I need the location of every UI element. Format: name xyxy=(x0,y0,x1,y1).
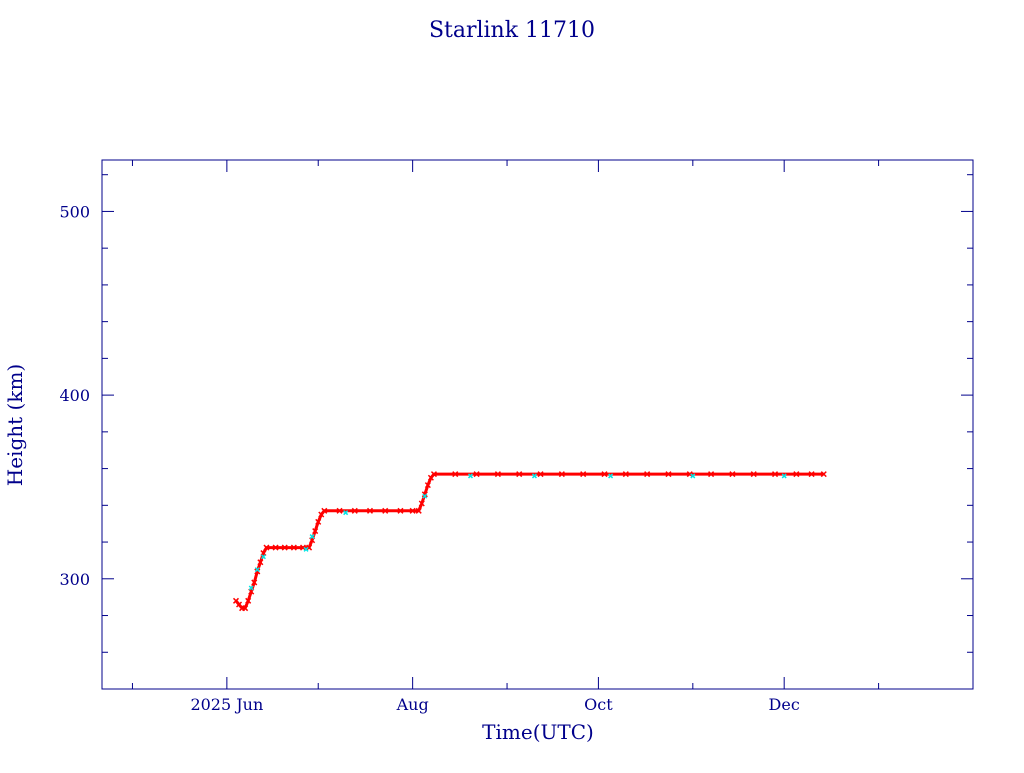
data-point xyxy=(494,471,501,478)
data-point xyxy=(382,507,389,514)
data-point xyxy=(793,471,800,478)
data-point xyxy=(281,544,288,551)
y-tick-label: 300 xyxy=(59,570,90,589)
data-point xyxy=(781,473,787,479)
data-point xyxy=(351,507,358,514)
data-point xyxy=(257,559,264,566)
series-group xyxy=(232,471,827,612)
data-point xyxy=(750,471,757,478)
data-point xyxy=(418,500,425,507)
x-tick-label: Oct xyxy=(584,695,613,714)
data-point xyxy=(306,544,313,551)
data-point xyxy=(290,544,297,551)
y-tick-label: 400 xyxy=(59,386,90,405)
data-point xyxy=(248,585,254,591)
y-axis-label: Height (km) xyxy=(3,364,27,486)
data-point xyxy=(366,507,374,514)
data-point xyxy=(531,473,537,479)
data-point xyxy=(820,471,827,478)
data-point xyxy=(690,473,696,479)
x-tick-label: Dec xyxy=(769,695,800,714)
data-point xyxy=(303,546,309,552)
data-point xyxy=(580,471,587,478)
data-point xyxy=(558,471,565,478)
data-point xyxy=(343,510,349,516)
data-point xyxy=(601,471,608,478)
data-point xyxy=(309,534,315,540)
y-axis-ticks: 300 400 500 xyxy=(59,174,973,653)
data-point xyxy=(422,493,428,499)
data-point xyxy=(430,471,437,478)
x-axis-ticks: 2025 Jun Aug Oct Dec xyxy=(131,160,974,714)
series-group xyxy=(248,473,787,591)
data-point xyxy=(665,471,672,478)
data-point xyxy=(708,471,715,478)
data-point xyxy=(772,471,779,478)
data-point xyxy=(537,471,544,478)
data-point xyxy=(397,507,404,514)
data-point xyxy=(415,507,422,514)
data-point xyxy=(452,471,459,478)
data-point xyxy=(808,471,815,478)
data-point xyxy=(516,471,523,478)
data-point xyxy=(729,471,736,478)
data-series xyxy=(232,471,827,612)
data-point xyxy=(315,518,322,525)
data-point xyxy=(299,544,307,551)
data-point xyxy=(424,482,431,489)
x-tick-label: 2025 Jun xyxy=(190,695,263,714)
data-point xyxy=(263,544,270,551)
data-point xyxy=(321,507,328,514)
data-point xyxy=(473,471,480,478)
data-point xyxy=(644,471,651,478)
data-point xyxy=(254,568,261,575)
data-point xyxy=(242,605,249,612)
data-point xyxy=(608,473,614,479)
data-point xyxy=(245,597,252,604)
data-point xyxy=(260,554,266,560)
data-point xyxy=(686,471,693,478)
data-point xyxy=(467,473,474,479)
plot-frame xyxy=(101,159,974,690)
data-point xyxy=(336,507,343,514)
data-point xyxy=(251,579,258,586)
chart-title: Starlink 11710 xyxy=(429,18,595,43)
data-point xyxy=(272,544,279,551)
data-point xyxy=(421,491,428,498)
x-tick-label: Aug xyxy=(396,695,429,714)
series-line xyxy=(234,472,824,610)
y-tick-label: 500 xyxy=(59,202,90,221)
x-axis-label: Time(UTC) xyxy=(482,720,594,744)
data-point xyxy=(312,528,319,535)
data-point xyxy=(622,471,629,478)
data-point xyxy=(254,567,260,573)
data-point xyxy=(409,507,416,514)
